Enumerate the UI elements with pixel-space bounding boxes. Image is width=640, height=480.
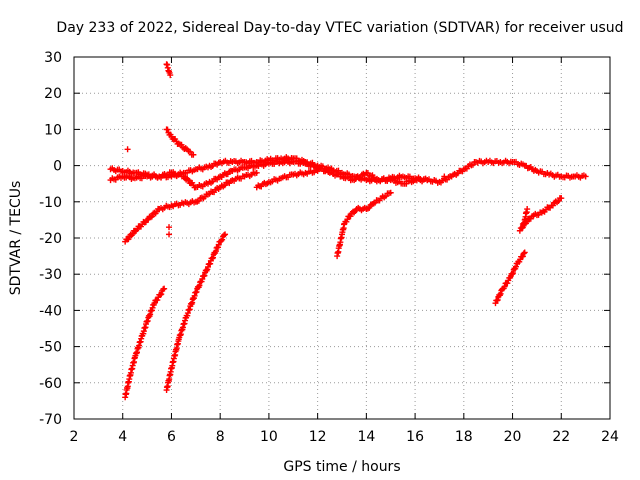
data-point: [219, 236, 226, 243]
data-point: [519, 253, 526, 260]
x-tick-label: 4: [118, 429, 127, 445]
y-tick-label: -30: [39, 267, 62, 283]
grid-lines: [74, 57, 610, 419]
data-point: [193, 288, 200, 295]
data-point: [582, 173, 589, 180]
data-point: [124, 146, 131, 153]
data-point: [190, 151, 197, 158]
y-tick-label: -70: [39, 412, 62, 428]
x-tick-label: 22: [552, 429, 570, 445]
data-point: [185, 177, 192, 184]
series-rise-19-3h: [492, 249, 528, 307]
x-tick-label: 6: [167, 429, 176, 445]
data-point: [125, 236, 132, 243]
x-tick-label: 14: [357, 429, 375, 445]
x-axis-label: GPS time / hours: [283, 459, 400, 475]
data-point: [497, 290, 504, 297]
data-point: [157, 291, 164, 298]
x-tick-label: 20: [504, 429, 522, 445]
y-tick-label: -40: [39, 303, 62, 319]
data-point: [129, 230, 136, 237]
data-point: [314, 168, 321, 175]
data-point: [166, 224, 173, 231]
data-point: [509, 271, 516, 278]
axis-ticks: 2 4 6 8 10 12 14 16 18 20 22 243020100-10-20-30-40-…: [39, 50, 619, 445]
data-point: [201, 272, 208, 279]
data-point: [207, 260, 214, 267]
y-tick-label: 20: [44, 86, 62, 102]
data-point: [209, 255, 216, 262]
data-point: [222, 231, 229, 238]
data-point: [164, 126, 171, 133]
series-arc-12-8h: [334, 189, 394, 260]
data-point: [387, 189, 394, 196]
series-arc-4h: [122, 169, 260, 245]
data-point: [196, 282, 203, 289]
x-tick-label: 24: [601, 429, 619, 445]
x-tick-label: 12: [309, 429, 327, 445]
y-tick-label: -20: [39, 231, 62, 247]
series-rise-5-8h: [163, 231, 229, 394]
data-point: [558, 195, 565, 202]
x-tick-label: 16: [406, 429, 424, 445]
y-tick-label: 10: [44, 122, 62, 138]
x-tick-label: 8: [216, 429, 225, 445]
data-point: [504, 280, 511, 287]
data-point: [154, 297, 161, 304]
y-tick-label: 30: [44, 50, 62, 66]
y-tick-label: -10: [39, 195, 62, 211]
data-point: [441, 173, 448, 180]
data-point: [520, 250, 527, 257]
data-point: [147, 214, 154, 221]
data-point: [210, 254, 217, 261]
data-point: [494, 296, 501, 303]
data-point: [524, 206, 531, 213]
data-point: [510, 270, 517, 277]
x-tick-label: 2: [70, 429, 79, 445]
data-point: [158, 291, 165, 298]
y-axis-label: SDTVAR / TECUs: [8, 181, 24, 296]
x-tick-label: 10: [260, 429, 278, 445]
data-point: [215, 241, 222, 248]
data-point: [218, 237, 225, 244]
series-decline-5-8h: [163, 126, 197, 158]
series-short-20-5h: [519, 206, 531, 231]
y-tick-label: 0: [53, 159, 62, 175]
data-point: [512, 263, 519, 270]
x-tick-label: 18: [455, 429, 473, 445]
series-lower-band: [107, 157, 431, 191]
series-arc-20-3h: [516, 195, 565, 234]
data-point: [521, 249, 528, 256]
data-point: [205, 263, 211, 270]
data-point: [221, 232, 228, 239]
series-spike-5-8h: [163, 61, 174, 79]
series-main-band: [107, 154, 589, 186]
data-point: [215, 244, 222, 251]
data-point: [347, 213, 354, 220]
data-point: [161, 285, 168, 292]
y-tick-label: -60: [39, 376, 62, 392]
data-point: [148, 213, 155, 220]
data-point: [344, 216, 351, 223]
y-tick-label: -50: [39, 340, 62, 356]
series-rise-4h: [122, 285, 168, 401]
data-point: [167, 72, 174, 79]
data-point: [501, 283, 508, 290]
data-point: [212, 248, 219, 255]
data-point: [253, 169, 260, 176]
data-series: [107, 61, 589, 401]
chart-title: Day 233 of 2022, Sidereal Day-to-day VTE…: [56, 20, 623, 36]
data-point: [166, 231, 173, 238]
series-isolated: [124, 146, 448, 238]
series-arc-9-5h: [253, 167, 321, 191]
data-point: [424, 177, 431, 184]
